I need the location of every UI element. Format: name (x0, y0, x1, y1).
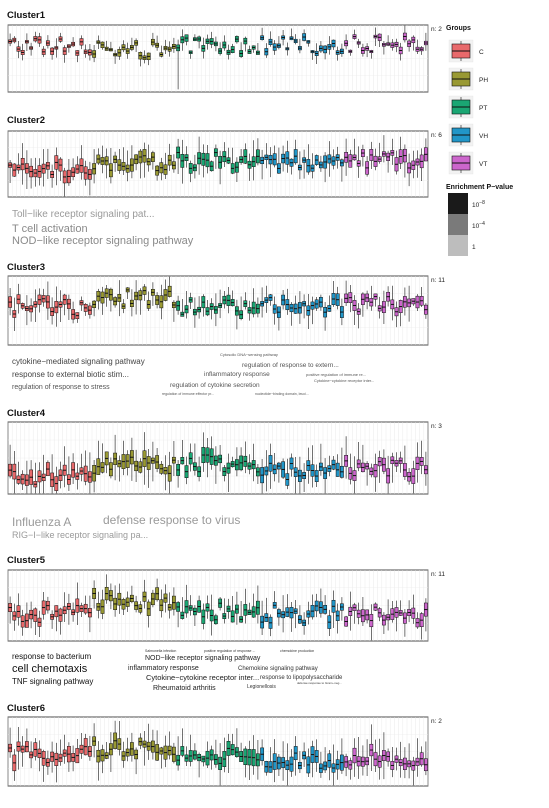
enrichment-term: regulation of response to extern... (242, 362, 339, 369)
box-vh (315, 154, 318, 165)
cluster-n-label: n: 6 (431, 132, 442, 139)
enrichment-term: Cytokine−cytokine receptor inter... (146, 673, 259, 682)
enrichment-term: cell chemotaxis (12, 663, 88, 675)
legend-pvalue-item: 1 (448, 235, 476, 256)
enrichment-term: defense response to virus (103, 513, 240, 527)
cluster-panel: Cluster5 n: 11 response to bacterium cell c… (7, 555, 445, 692)
grid-lines (8, 276, 428, 345)
cluster-title: Cluster2 (7, 115, 45, 126)
cluster-panels: Cluster1 n: 2 Cluster2 n: 6 Toll−like recept… (7, 10, 445, 786)
grid-lines (8, 717, 428, 786)
cluster-title: Cluster5 (7, 555, 46, 566)
enrichment-term: positive regulation of response ... (204, 649, 255, 653)
box-pt (210, 161, 213, 172)
pvalue-swatch (448, 214, 468, 235)
pvalue-legend-title: Enrichment P−value (446, 184, 513, 191)
enrichment-term: defense response to Gram−neg... (297, 681, 342, 685)
cluster-title: Cluster6 (7, 703, 45, 714)
enrichment-term: RIG−I−like receptor signaling pa... (12, 530, 148, 540)
enrichment-term: chemokine production (280, 649, 314, 653)
enrichment-term: TNF signaling pathway (12, 677, 93, 686)
pvalue-swatch (448, 235, 468, 256)
box-vh (281, 458, 284, 478)
enrichment-term: Influenza A (12, 515, 71, 529)
pvalue-swatch (448, 193, 468, 214)
cluster-panel: Cluster1 n: 2 (7, 10, 442, 92)
enrichment-term: regulation of immune effector pr... (162, 392, 214, 396)
enrichment-term: inflammatory response (204, 371, 270, 378)
enrichment-terms: response to bacterium cell chemotaxis TNF … (12, 649, 343, 692)
enrichment-term: regulation of cytokine secretion (170, 382, 260, 389)
enrichment-terms: Influenza A defense response to virus RIG−… (12, 513, 240, 540)
cluster-n-label: n: 11 (431, 571, 445, 578)
cluster-panel: Cluster3 n: 11 cytokine−mediated signaling… (7, 262, 445, 396)
enrichment-term: Toll−like receptor signaling pat... (12, 209, 155, 220)
cluster-panel: Cluster4 n: 3 Influenza A defense response … (7, 408, 442, 540)
legend-group-item: VT (449, 152, 487, 174)
pvalue-label: 1 (472, 244, 476, 251)
legend-group-label: PT (479, 105, 487, 112)
legend-group-label: PH (479, 77, 488, 84)
legend-group-item: VH (449, 124, 488, 146)
grid-lines (8, 570, 428, 641)
enrichment-term: response to external biotic stim... (12, 370, 129, 379)
cluster-title: Cluster1 (7, 10, 46, 21)
enrichment-term: Cytosolic DNA−sensing pathway (220, 352, 278, 357)
cluster-n-label: n: 2 (431, 718, 442, 725)
enrichment-term: Rheumatoid arthritis (153, 685, 216, 692)
enrichment-term: inflammatory response (128, 665, 199, 672)
cluster-title: Cluster4 (7, 408, 46, 419)
grid-lines (8, 422, 428, 494)
legend-group-label: C (479, 49, 484, 56)
box-c (46, 460, 49, 475)
legend-pvalue-item: 10−4 (448, 214, 485, 235)
enrichment-term: regulation of response to stress (12, 384, 110, 391)
cluster-panel: Cluster2 n: 6 Toll−like receptor signaling… (7, 115, 442, 247)
legend-group-item: PT (449, 96, 487, 118)
enrichment-term: NOD−like receptor signaling pathway (12, 235, 194, 247)
legend-group-label: VH (479, 133, 488, 140)
enrichment-term: positive regulation of immune re... (306, 372, 366, 377)
legend-pvalue-item: 10−8 (448, 193, 485, 214)
enrichment-terms: Toll−like receptor signaling pat... T cel… (12, 209, 194, 247)
legend-group-label: VT (479, 161, 487, 168)
enrichment-terms: cytokine−mediated signaling pathway respo… (12, 352, 374, 396)
enrichment-term: cytokine−mediated signaling pathway (12, 357, 145, 366)
grid-lines (8, 25, 428, 92)
pvalue-label: 10−8 (472, 200, 485, 209)
cluster-title: Cluster3 (7, 262, 45, 273)
box-vt (344, 616, 347, 627)
enrichment-term: Salmonella infection (145, 649, 176, 653)
cluster-n-label: n: 3 (431, 423, 442, 430)
box-c (13, 163, 16, 177)
enrichment-term: Chemokine signaling pathway (238, 666, 318, 672)
legend-group-item: C (449, 40, 484, 62)
enrichment-term: response to bacterium (12, 652, 91, 661)
legend: Groups C PH PT VH VT Enrichment P−value 10−8 10−… (446, 25, 513, 256)
cluster-n-label: n: 2 (431, 26, 442, 33)
enrichment-term: Cytokine−cytokine receptor inter... (314, 378, 374, 383)
enrichment-term: NOD−like receptor signaling pathway (145, 655, 261, 662)
enrichment-term: Legionellosis (247, 684, 276, 690)
enrichment-term: T cell activation (12, 223, 88, 235)
legend-group-item: PH (449, 68, 488, 90)
cluster-n-label: n: 11 (431, 277, 445, 284)
pvalue-label: 10−4 (472, 221, 485, 230)
groups-legend-title: Groups (446, 25, 471, 32)
cluster-panel: Cluster6 n: 2 (7, 703, 442, 786)
enrichment-term: nucleotide−binding domain, leuci... (255, 392, 309, 396)
grid-lines (8, 131, 428, 197)
